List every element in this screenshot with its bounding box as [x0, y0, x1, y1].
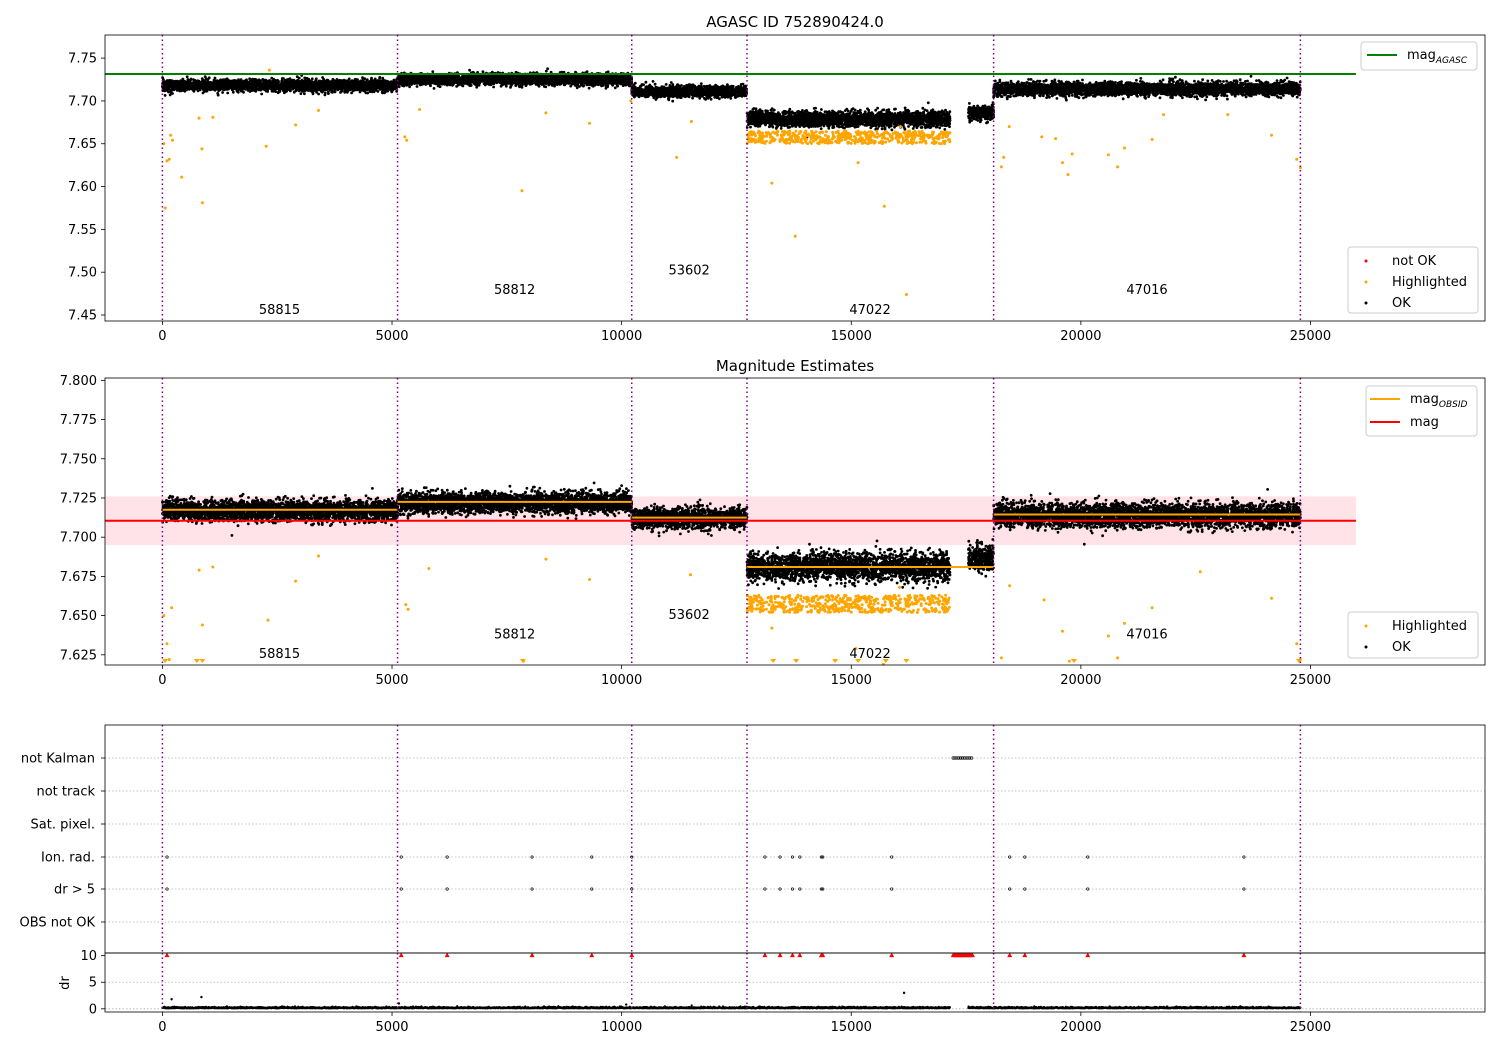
figure: AGASC ID 752890424.0 5881558812536024702… — [0, 0, 1500, 1050]
ok-point — [164, 94, 167, 97]
ok-point — [303, 92, 306, 95]
ok-point — [334, 90, 337, 93]
ok-point — [327, 90, 330, 93]
panel-1-title: AGASC ID 752890424.0 — [706, 13, 884, 31]
ok-point — [204, 75, 207, 78]
ok-point — [311, 77, 314, 80]
ok-point — [169, 94, 172, 97]
ok-point — [300, 92, 303, 95]
ok-point — [330, 91, 333, 94]
ok-point — [182, 78, 185, 81]
ok-point — [221, 91, 224, 94]
ok-point — [186, 75, 189, 78]
